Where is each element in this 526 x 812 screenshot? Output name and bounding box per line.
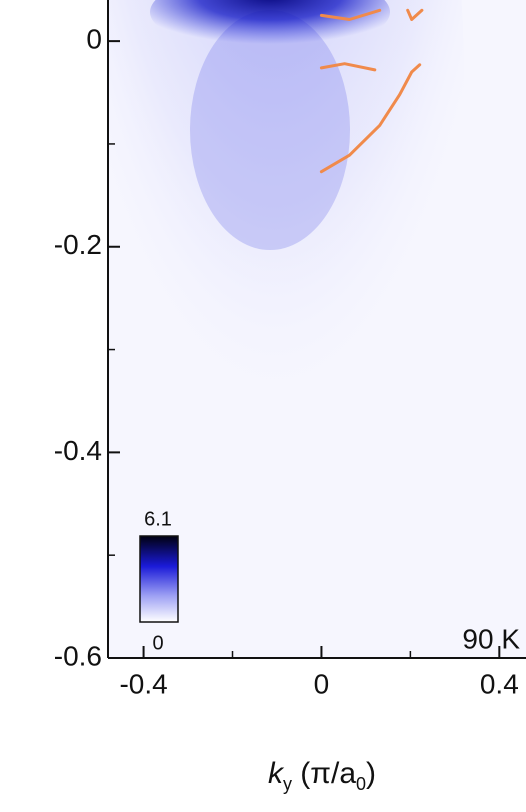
dispersion-line [319, 63, 422, 174]
x-label-part: (π/a [292, 757, 356, 790]
colorbar-max: 6.1 [144, 508, 172, 530]
x-label-part: 0 [356, 774, 366, 794]
intensity-map [108, 0, 526, 658]
dispersion-line [319, 8, 382, 21]
intensity-cone [190, 10, 350, 250]
x-axis-label: ky (π/a0) [268, 757, 376, 794]
x-label-part: k [268, 757, 285, 790]
intensity-glow [108, 0, 465, 658]
x-tick-label: -0.4 [119, 668, 167, 699]
y-tick-label: -0.6 [54, 640, 102, 671]
x-label-part: y [283, 774, 292, 794]
colorbar-min: 0 [152, 632, 163, 654]
colorbar [139, 535, 179, 623]
intensity-core [150, 0, 390, 52]
annotation: 90 K [462, 623, 520, 654]
x-tick-label: 0 [314, 668, 330, 699]
x-label-part: ) [366, 757, 376, 790]
y-tick-label: 0 [86, 24, 102, 55]
y-tick-label: -0.2 [54, 229, 102, 260]
marks [319, 8, 424, 174]
y-tick-label: -0.4 [54, 435, 102, 466]
x-tick-label: 0.4 [480, 668, 519, 699]
dispersion-line [406, 8, 424, 21]
dispersion-line [319, 62, 377, 72]
